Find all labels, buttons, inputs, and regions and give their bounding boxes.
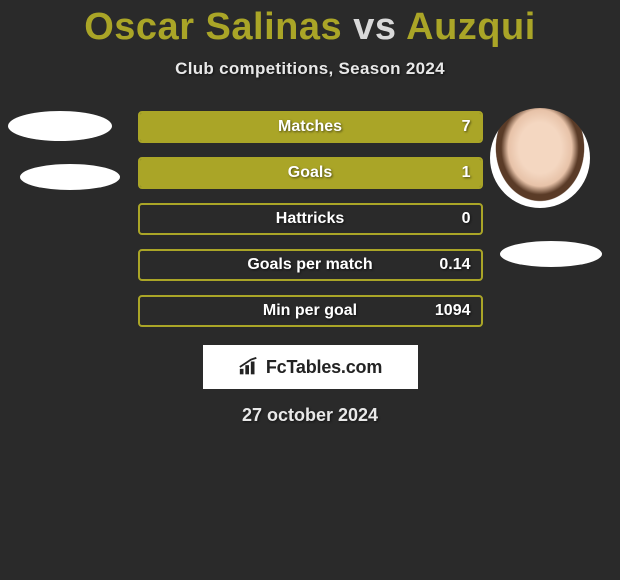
player1-avatar-oval-top	[8, 111, 112, 141]
stat-bar-matches: Matches 7	[138, 111, 483, 143]
datestamp: 27 october 2024	[0, 405, 620, 426]
brand-text: FcTables.com	[266, 357, 382, 378]
player1-name: Oscar Salinas	[84, 6, 342, 48]
player2-name: Auzqui	[406, 6, 536, 48]
stat-label: Matches	[278, 118, 342, 136]
bar-chart-icon	[238, 357, 260, 377]
player2-avatar-oval	[500, 241, 602, 267]
player1-avatar-oval-bottom	[20, 164, 120, 190]
stat-value-right: 7	[462, 118, 471, 136]
stat-bar-min-per-goal: Min per goal 1094	[138, 295, 483, 327]
stat-value-right: 0	[462, 210, 471, 228]
stat-value-right: 1094	[435, 302, 471, 320]
stat-value-right: 1	[462, 164, 471, 182]
stat-bars: Matches 7 Goals 1 Hattricks 0 Goals per …	[138, 111, 483, 327]
comparison-body: Matches 7 Goals 1 Hattricks 0 Goals per …	[0, 111, 620, 327]
stat-bar-goals: Goals 1	[138, 157, 483, 189]
comparison-title: Oscar Salinas vs Auzqui	[0, 0, 620, 49]
stat-value-right: 0.14	[439, 256, 470, 274]
stat-label: Hattricks	[276, 210, 344, 228]
player2-avatar-photo	[490, 108, 590, 208]
subtitle: Club competitions, Season 2024	[0, 59, 620, 79]
stat-bar-hattricks: Hattricks 0	[138, 203, 483, 235]
stat-label: Goals per match	[247, 256, 372, 274]
stat-bar-goals-per-match: Goals per match 0.14	[138, 249, 483, 281]
brand-badge: FcTables.com	[203, 345, 418, 389]
stat-label: Goals	[288, 164, 332, 182]
stat-label: Min per goal	[263, 302, 357, 320]
vs-separator: vs	[353, 6, 396, 48]
